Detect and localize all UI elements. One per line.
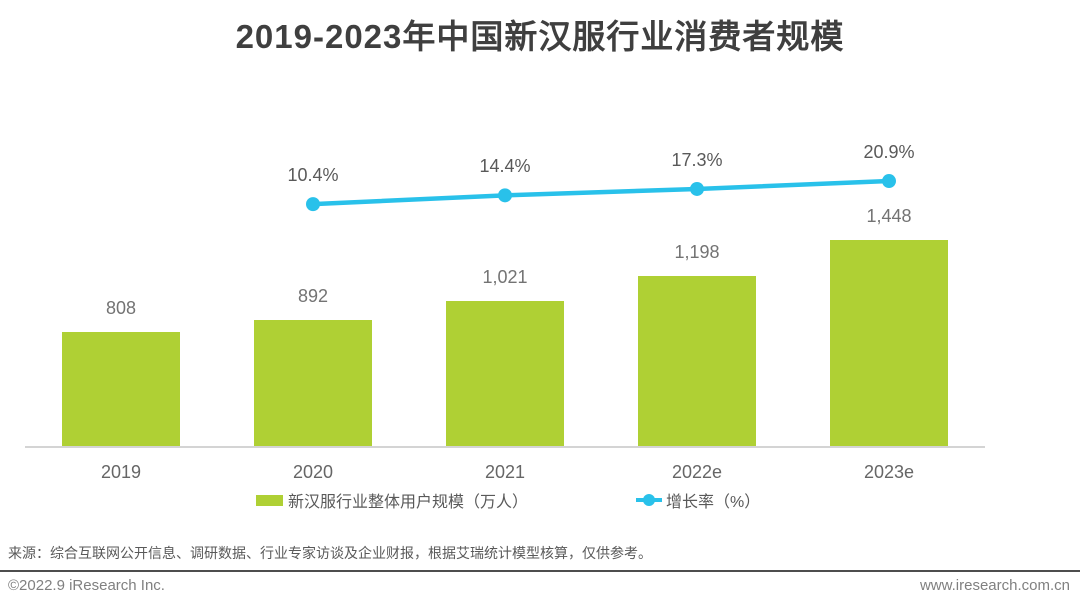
- bar-value-label-2022e: 1,198: [674, 242, 720, 262]
- bar-legend-label: 新汉服行业整体用户规模（万人）: [288, 494, 529, 511]
- growth-value-label-2023e: 20.9%: [863, 142, 915, 163]
- website-link[interactable]: www.iresearch.com.cn: [919, 577, 1070, 594]
- growth-point-2023e: [882, 174, 896, 189]
- chart-title: 2019-2023年中国新汉服行业消费者规模: [235, 18, 845, 55]
- bar-value-label-2021: 1,021: [482, 267, 528, 287]
- bar-2020: [254, 320, 372, 447]
- legend-item-bar: 新汉服行业整体用户规模（万人）: [256, 488, 528, 512]
- line-legend-icon: [636, 494, 662, 506]
- bar-legend-swatch: [256, 494, 283, 506]
- x-tick-2023e: 2023e: [863, 462, 915, 482]
- footer-divider: [0, 570, 1080, 572]
- x-tick-2022e: 2022e: [671, 462, 723, 482]
- bar-2021: [446, 301, 564, 447]
- legend-item-line: 增长率（%）: [636, 488, 760, 512]
- growth-value-label-2020: 10.4%: [287, 165, 339, 186]
- bar-2023e: [830, 240, 948, 447]
- growth-value-label-2022e: 17.3%: [671, 149, 723, 170]
- growth-line: [312, 178, 890, 207]
- source-note: 来源：综合互联网公开信息、调研数据、行业专家访谈及企业财报，根据艾瑞统计模型核算…: [8, 545, 652, 561]
- growth-value-label-2021: 14.4%: [479, 156, 531, 177]
- x-tick-2020: 2020: [292, 462, 334, 482]
- growth-point-2021: [498, 188, 512, 203]
- x-tick-2021: 2021: [484, 462, 526, 482]
- line-legend-label: 增长率（%）: [666, 494, 761, 511]
- bar-value-label-2023e: 1,448: [866, 206, 912, 226]
- bar-value-label-2020: 892: [297, 286, 329, 306]
- bar-2019: [62, 332, 180, 447]
- x-tick-2019: 2019: [100, 462, 142, 482]
- copyright: ©2022.9 iResearch Inc.: [8, 577, 165, 594]
- growth-line-layer: [306, 174, 896, 212]
- growth-point-2022e: [690, 181, 704, 196]
- bar-2022e: [638, 276, 756, 447]
- plot-area: 808 892 1,021 1,198 1,448 10.4% 14.4% 17.3% 20.9…: [25, 100, 985, 482]
- bar-value-label-2019: 808: [105, 298, 137, 318]
- growth-point-2020: [306, 197, 320, 212]
- x-axis-line: [25, 446, 985, 448]
